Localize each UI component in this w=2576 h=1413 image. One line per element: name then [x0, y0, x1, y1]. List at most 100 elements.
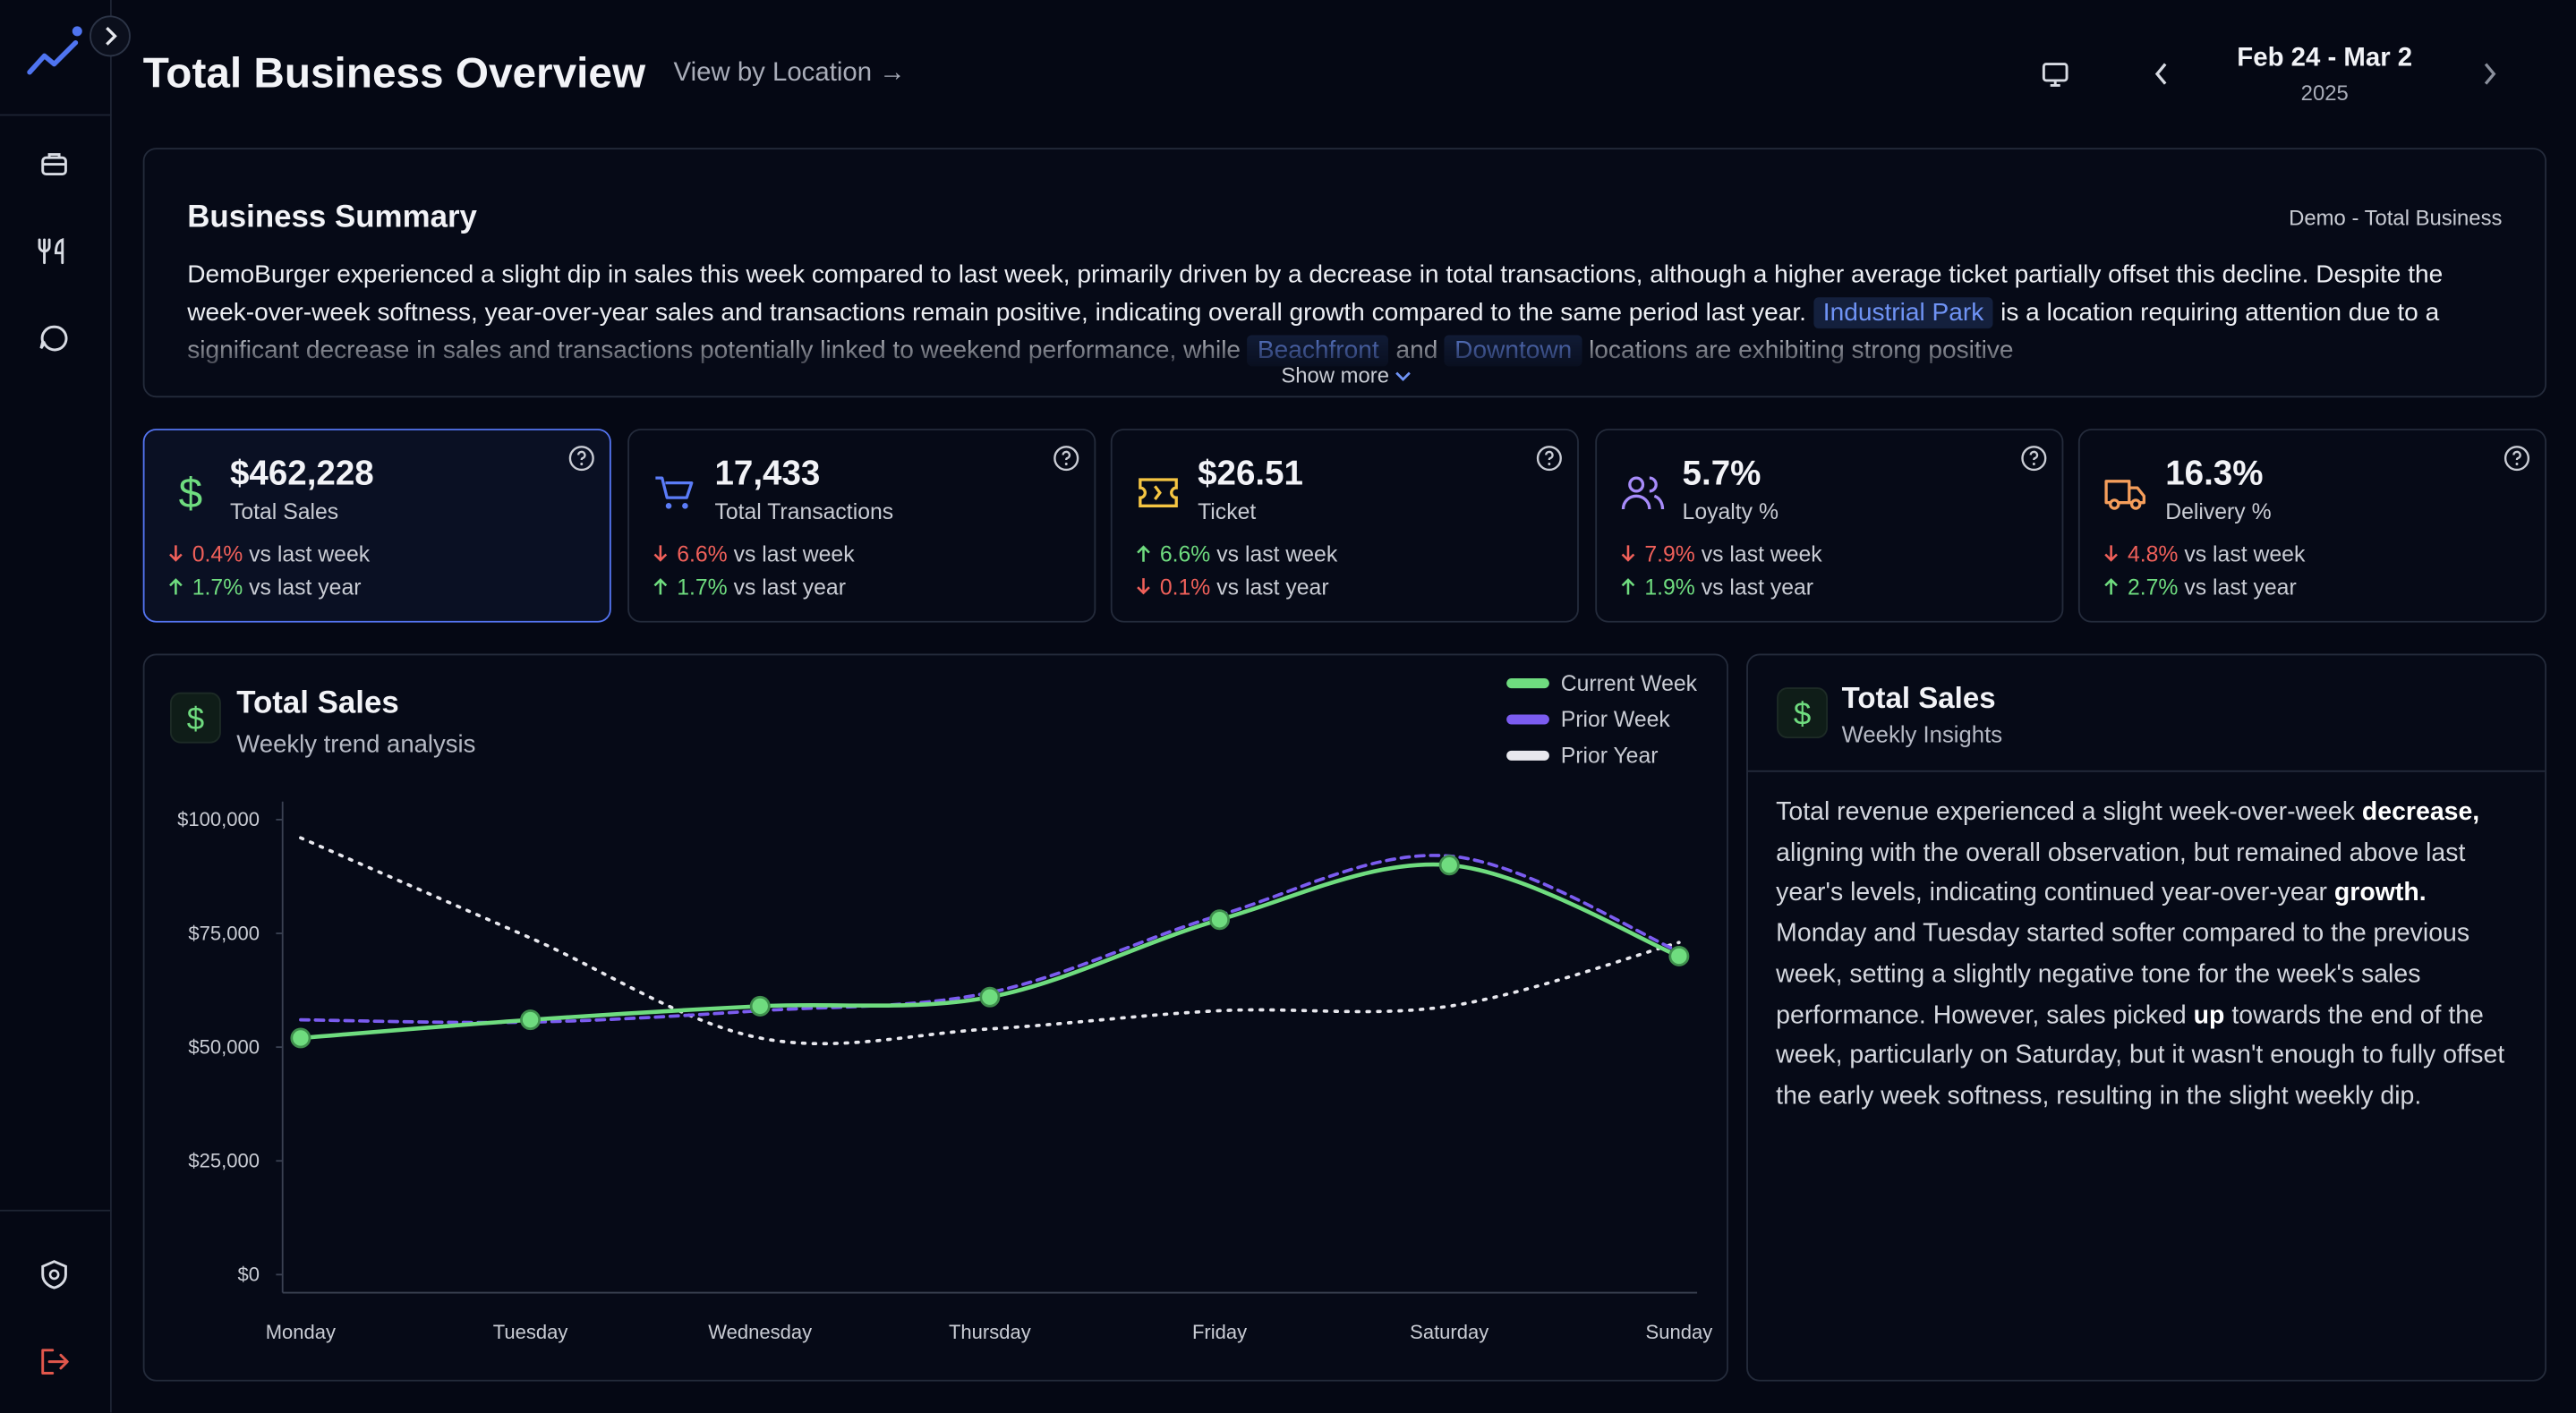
change-label: vs last year: [2184, 575, 2297, 600]
show-more[interactable]: Show more: [145, 362, 2546, 388]
trend-arrow: [1137, 545, 1150, 562]
insights-subtitle: Weekly Insights: [1841, 720, 2003, 748]
summary-panel: Business Summary Demo - Total Business D…: [142, 148, 2547, 398]
insight-segment: up: [2193, 1000, 2225, 1029]
location-link[interactable]: Downtown: [1445, 335, 1582, 367]
view-by-location[interactable]: View by Location →: [673, 59, 906, 88]
kpi-change: 7.9% vs last week: [1620, 541, 1822, 567]
change-label: vs last week: [249, 541, 371, 567]
trend-arrow: [2104, 578, 2118, 595]
logo[interactable]: [27, 26, 82, 75]
y-tick-label: $75,000: [188, 922, 260, 944]
trend-arrow: [2104, 545, 2118, 562]
kpi-value: $26.51: [1198, 455, 1303, 493]
change-label: vs last year: [733, 575, 846, 600]
trend-arrow: [169, 545, 183, 562]
kpi-change: 0.4% vs last week: [167, 541, 371, 567]
kpi-label: Total Sales: [229, 498, 339, 524]
chart-icon: $: [187, 702, 204, 736]
kpi-change: 1.7% vs last year: [167, 575, 361, 600]
legend-label: Prior Year: [1561, 745, 1659, 769]
legend-swatch: [1506, 750, 1549, 761]
change-label: vs last week: [2184, 541, 2306, 567]
prev-week[interactable]: [2154, 63, 2167, 85]
insights-title: Total Sales: [1841, 681, 1996, 715]
summary-sentence: locations are exhibiting strong positive: [1589, 336, 2014, 365]
sidebar: [0, 0, 112, 1413]
data-point: [290, 1027, 311, 1049]
logout-icon[interactable]: [41, 1349, 69, 1375]
help-icon[interactable]: [1052, 444, 1081, 473]
change-value: 6.6%: [677, 541, 728, 567]
change-label: vs last year: [249, 575, 362, 600]
divider: [1747, 770, 2546, 772]
utensils-icon[interactable]: [38, 237, 64, 265]
kpi-value: 17,433: [714, 455, 821, 493]
data-point: [520, 1009, 542, 1031]
briefcase-icon[interactable]: [41, 153, 67, 176]
sidebar-icons: [0, 26, 112, 1375]
change-value: 2.7%: [2127, 575, 2179, 600]
kpi-card[interactable]: 17,433 Total Transactions 6.6% vs last wee…: [627, 429, 1096, 623]
insight-segment: Monday and Tuesday started softer compar…: [1776, 920, 2470, 1029]
change-label: vs last week: [733, 541, 855, 567]
kpi-label: Delivery %: [2165, 498, 2272, 524]
kpi-card[interactable]: $26.51 Ticket 6.6% vs last week 0.1% vs las…: [1110, 429, 1579, 623]
monitor-icon[interactable]: [2042, 63, 2068, 87]
kpi-label: Ticket: [1198, 498, 1257, 524]
summary-title: Business Summary: [187, 200, 477, 235]
legend-label: Current Week: [1561, 672, 1698, 696]
svg-text:$: $: [179, 472, 203, 515]
chart-panel: [142, 653, 1728, 1382]
kpi-card[interactable]: $ $462,228 Total Sales 0.4% vs last week 1.7…: [142, 429, 611, 623]
insight-segment: towards the end of the week, particularl…: [1776, 1000, 2505, 1111]
summary-scope: Demo - Total Business: [2289, 205, 2503, 230]
x-tick-label: Wednesday: [708, 1321, 812, 1343]
change-value: 0.1%: [1159, 575, 1211, 600]
kpi-value: 16.3%: [2165, 455, 2264, 493]
kpi-label: Loyalty %: [1682, 498, 1778, 524]
change-value: 1.7%: [192, 575, 243, 600]
legend-label: Prior Week: [1561, 708, 1671, 732]
summary-text: DemoBurger experienced a slight dip in s…: [187, 256, 2487, 370]
y-tick-label: $0: [238, 1264, 260, 1286]
show-more-label[interactable]: Show more: [1281, 362, 1390, 388]
kpi-change: 6.6% vs last week: [1135, 541, 1337, 567]
insight-segment: Total revenue experienced a slight week-…: [1776, 798, 2362, 827]
help-icon[interactable]: [2019, 444, 2049, 473]
kpi-change: 1.7% vs last year: [653, 575, 846, 600]
help-icon[interactable]: [1534, 444, 1564, 473]
kpi-change: 4.8% vs last week: [2103, 541, 2306, 567]
kpi-icon: $: [179, 472, 203, 515]
y-tick-label: $50,000: [188, 1035, 260, 1058]
legend-swatch: [1506, 678, 1549, 689]
chart-icon-bg: [169, 692, 221, 744]
kpi-change: 2.7% vs last year: [2103, 575, 2297, 600]
date-range: Feb 24 - Mar 2: [2237, 44, 2413, 72]
insight-segment: aligning with the overall observation, b…: [1776, 838, 2466, 907]
help-icon[interactable]: [2502, 444, 2531, 473]
data-point: [1668, 945, 1690, 966]
trend-arrow: [653, 545, 668, 562]
kpi-change: 6.6% vs last week: [653, 541, 855, 567]
change-value: 4.8%: [2127, 541, 2179, 567]
data-point: [1209, 909, 1231, 931]
insight-segment: decrease,: [2361, 798, 2480, 827]
help-icon[interactable]: [567, 444, 596, 473]
trend-arrow: [1621, 545, 1635, 562]
change-value: 0.4%: [192, 541, 243, 567]
expand-button[interactable]: [89, 15, 134, 61]
x-tick-label: Friday: [1192, 1321, 1247, 1343]
kpi-card[interactable]: 16.3% Delivery % 4.8% vs last week 2.7% vs …: [2077, 429, 2547, 623]
chat-icon[interactable]: [39, 325, 68, 352]
location-link[interactable]: Industrial Park: [1813, 297, 1994, 329]
location-link[interactable]: Beachfront: [1247, 335, 1389, 367]
chart: $ Total Sales Weekly trend analysis $0 $2…: [169, 672, 1712, 1343]
change-value: 7.9%: [1644, 541, 1695, 567]
settings-icon[interactable]: [41, 1260, 67, 1290]
summary-sentence: DemoBurger experienced a slight dip in s…: [187, 260, 2444, 328]
change-value: 6.6%: [1159, 541, 1211, 567]
next-week[interactable]: [2484, 63, 2496, 85]
kpi-card[interactable]: 5.7% Loyalty % 7.9% vs last week 1.9% vs la…: [1595, 429, 2064, 623]
